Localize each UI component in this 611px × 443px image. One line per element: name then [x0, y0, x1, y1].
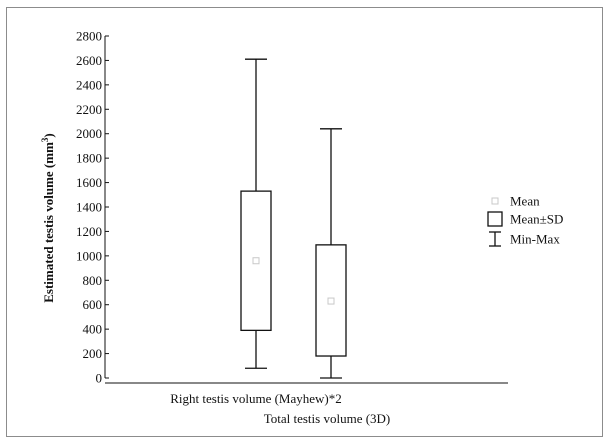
- box-plot-group: [240, 58, 272, 369]
- mean-point: [327, 297, 335, 305]
- x-axis: Right testis volume (Mayhew)*2 Total test…: [105, 382, 508, 426]
- y-tick-label: 1200: [76, 224, 102, 239]
- legend-whisker-marker: [489, 231, 501, 247]
- legend-item: Min-Max: [489, 231, 560, 247]
- y-tick-label: 400: [83, 322, 103, 337]
- y-tick-label: 1400: [76, 200, 102, 215]
- legend-item: Mean±SD: [487, 211, 563, 227]
- sd-box: [240, 190, 272, 332]
- x-category-label: Right testis volume (Mayhew)*2: [170, 391, 342, 406]
- y-axis-title-close: ): [41, 133, 56, 137]
- y-tick-label: 200: [83, 346, 103, 361]
- legend: Mean Mean±SD Min-Max: [487, 194, 563, 247]
- y-tick-label: 0: [96, 371, 103, 386]
- legend-label: Mean: [510, 194, 540, 209]
- y-tick-label: 600: [83, 297, 103, 312]
- y-tick-label: 2400: [76, 77, 102, 92]
- legend-box-marker: [487, 211, 503, 227]
- y-axis-title: Estimated testis volume (mm3): [40, 133, 56, 303]
- y-tick-label: 1000: [76, 248, 102, 263]
- box-plot-group: [315, 128, 347, 379]
- legend-item: Mean: [491, 194, 540, 209]
- x-category-label: Total testis volume (3D): [264, 411, 391, 426]
- sd-box: [315, 244, 347, 357]
- y-tick-label: 2800: [76, 29, 102, 44]
- mean-point: [252, 257, 260, 265]
- y-tick-label: 2600: [76, 53, 102, 68]
- legend-label: Min-Max: [510, 232, 560, 247]
- y-axis: 0 200 400 600 800 1000 1200 1400 1600 1800 2000 220…: [76, 29, 109, 386]
- legend-label: Mean±SD: [510, 212, 563, 227]
- y-tick-label: 800: [83, 273, 103, 288]
- y-tick-label: 2200: [76, 102, 102, 117]
- y-tick-label: 2000: [76, 126, 102, 141]
- y-tick-label: 1800: [76, 151, 102, 166]
- legend-mean-marker: [491, 197, 499, 205]
- plot-marks: [240, 58, 347, 379]
- y-tick-label: 1600: [76, 175, 102, 190]
- y-axis-title-superscript: 3: [40, 137, 50, 142]
- y-axis-title-text: Estimated testis volume (mm: [41, 142, 56, 303]
